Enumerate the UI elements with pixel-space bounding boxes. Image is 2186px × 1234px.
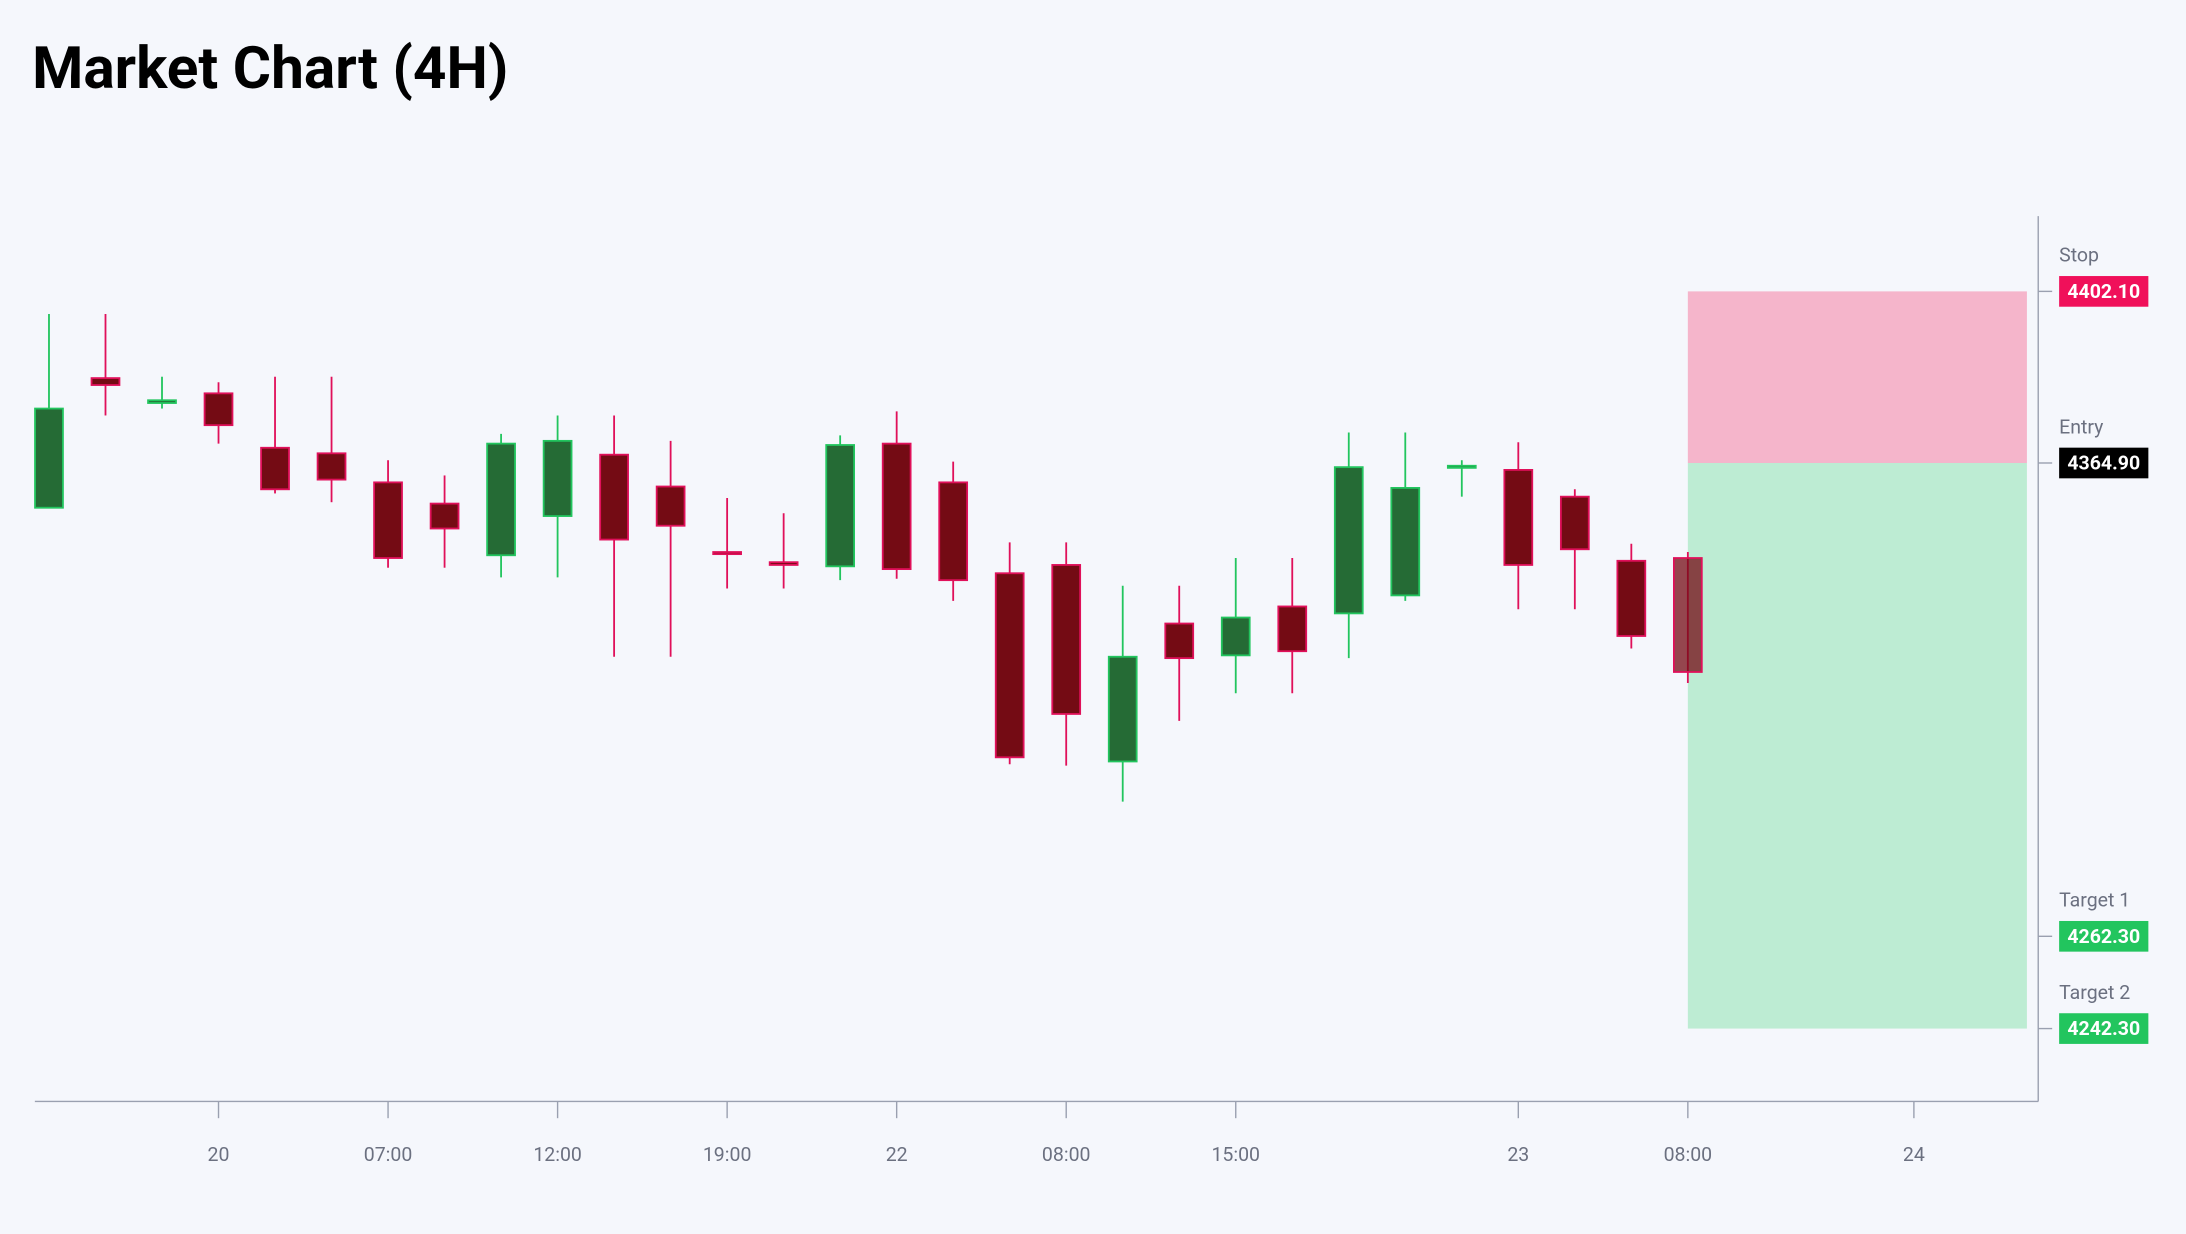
x-tick-label: 19:00 [703, 1143, 752, 1166]
level-value: 4242.30 [2067, 1017, 2140, 1040]
candle-body [712, 551, 742, 556]
x-tick-label: 22 [886, 1143, 908, 1166]
x-tick-label: 08:00 [1042, 1143, 1091, 1166]
candle-body [1051, 564, 1082, 715]
x-tick-label: 20 [208, 1143, 230, 1166]
level-badge [2059, 276, 2149, 307]
candle-body [1164, 622, 1195, 660]
candle-body [316, 452, 347, 481]
level-name: Target 2 [2059, 981, 2130, 1004]
candle-body [1559, 495, 1590, 551]
candle-body [90, 377, 121, 386]
x-tick-label: 15:00 [1211, 1143, 1260, 1166]
level-badge [2059, 920, 2149, 952]
x-tick-label: 23 [1507, 1143, 1529, 1166]
candle-body [1333, 466, 1364, 615]
x-tick-label: 07:00 [364, 1143, 413, 1166]
candle-body [1616, 559, 1647, 637]
candle-body [373, 481, 403, 559]
candle-body [655, 485, 686, 527]
candle-body [994, 572, 1025, 759]
reward-zone [1687, 462, 2027, 1029]
level-name: Target 1 [2059, 889, 2130, 912]
candle-body [34, 407, 64, 509]
candle-body [147, 399, 177, 404]
level-value: 4364.90 [2067, 452, 2140, 475]
level-value: 4402.10 [2067, 280, 2140, 303]
candle-body [1446, 464, 1477, 469]
level-name: Entry [2059, 415, 2103, 438]
level-badge [2059, 1013, 2149, 1044]
candle-body [1277, 605, 1308, 653]
x-tick-label: 24 [1903, 1143, 1925, 1166]
candle-body [881, 442, 912, 571]
candle-body [1672, 557, 1703, 673]
candle-body [768, 561, 799, 566]
candle-body [486, 442, 516, 557]
x-tick-label: 12:00 [533, 1143, 582, 1166]
candle-body [825, 444, 856, 568]
candle-body [1107, 655, 1138, 763]
level-badge [2059, 447, 2149, 479]
candle-body [260, 446, 290, 491]
candle-body [1390, 486, 1421, 597]
candle-body [599, 453, 629, 541]
level-value: 4262.30 [2067, 925, 2140, 948]
chart-title: Market Chart (4H) [32, 35, 508, 103]
candle-body [1503, 469, 1534, 566]
level-name: Stop [2059, 244, 2099, 267]
risk-zone [1687, 291, 2027, 463]
candle-body [542, 439, 573, 517]
candle-body [1220, 616, 1251, 657]
candle-body [203, 392, 234, 427]
candle-body [938, 481, 969, 582]
candle-body [429, 502, 460, 530]
x-tick-label: 08:00 [1664, 1143, 1713, 1166]
